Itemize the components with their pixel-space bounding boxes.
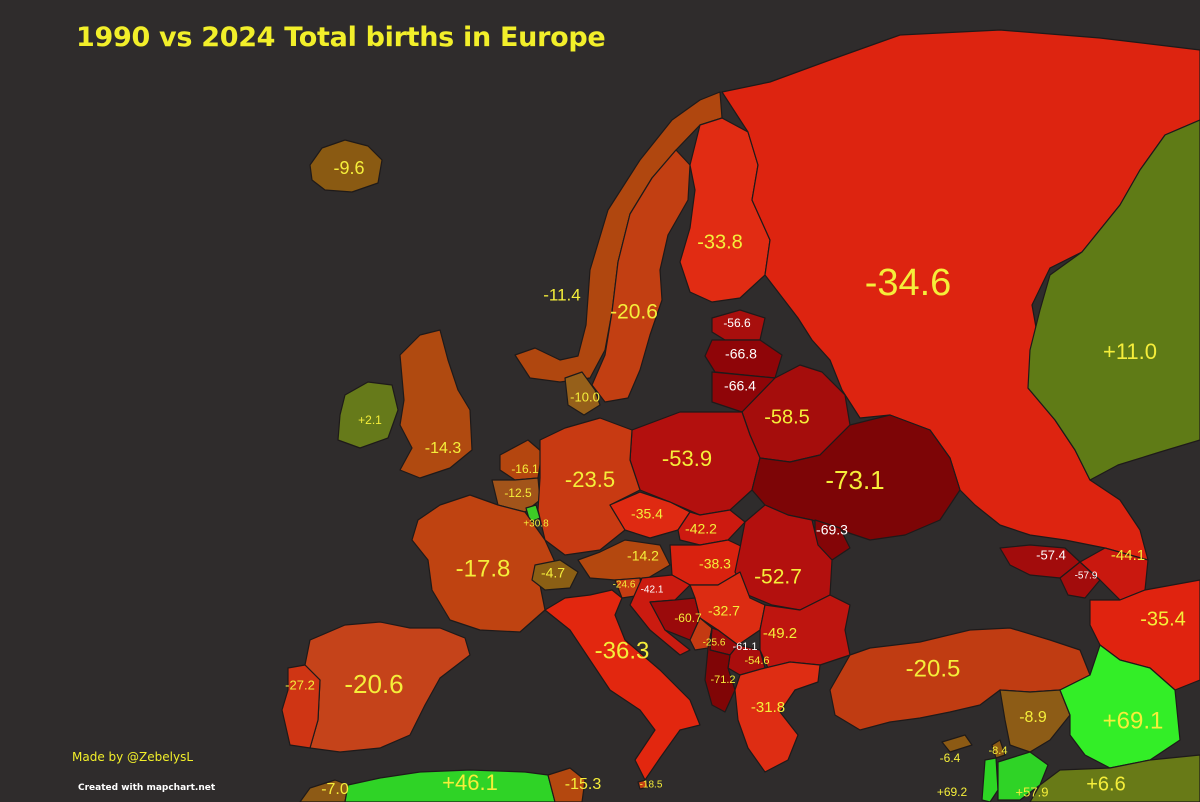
label-north-macedonia: -54.6 [744, 655, 769, 667]
label-slovenia: -24.6 [613, 580, 636, 591]
label-malta: -18.5 [640, 780, 663, 791]
label-belgium: -12.5 [504, 486, 532, 500]
label-iraq: +69.1 [1103, 707, 1164, 734]
label-spain: -20.6 [344, 669, 403, 699]
label-luxembourg: +30.8 [523, 519, 549, 530]
label-sweden: -20.6 [610, 301, 658, 324]
label-austria: -14.2 [627, 548, 659, 564]
region-denmark [564, 371, 601, 416]
label-netherlands: -16.1 [511, 462, 539, 476]
label-belarus: -58.5 [764, 406, 810, 428]
label-jordan: +57.9 [1016, 784, 1049, 799]
region-switzerland [531, 559, 579, 591]
label-algeria: +46.1 [442, 770, 498, 795]
region-malta [637, 779, 649, 790]
label-saudi-arabia: +6.6 [1086, 773, 1125, 795]
region-syria [999, 689, 1071, 753]
label-azerbaijan: -44.1 [1111, 547, 1145, 564]
label-israel: +69.2 [937, 785, 968, 799]
label-slovakia: -42.2 [685, 521, 717, 537]
label-germany: -23.5 [565, 467, 615, 492]
label-united-kingdom: -14.3 [425, 440, 462, 457]
region-tunisia [547, 767, 586, 802]
label-bulgaria: -49.2 [763, 625, 797, 642]
label-serbia: -32.7 [708, 603, 740, 619]
region-ireland [337, 381, 399, 449]
label-armenia: -57.9 [1075, 571, 1098, 582]
label-latvia: -66.8 [725, 346, 757, 362]
region-lebanon [991, 739, 1006, 759]
label-switzerland: -4.7 [541, 565, 565, 581]
label-russia: -34.6 [865, 262, 952, 304]
label-albania: -71.2 [710, 674, 735, 686]
label-croatia: -42.1 [641, 585, 664, 596]
label-greece: -31.8 [751, 699, 785, 716]
label-ukraine: -73.1 [825, 465, 884, 495]
region-saudi-arabia [1029, 754, 1200, 802]
region-united-kingdom [399, 329, 473, 479]
region-sweden [591, 149, 691, 403]
mapchart-watermark: Created with mapchart.net [78, 783, 216, 793]
region-italy [544, 589, 701, 781]
label-lithuania: -66.4 [724, 378, 756, 394]
map-title: 1990 vs 2024 Total births in Europe [76, 22, 606, 53]
region-cyprus [941, 734, 973, 753]
label-portugal: -27.2 [285, 677, 315, 692]
region-bulgaria [759, 594, 851, 669]
label-czechia: -35.4 [631, 506, 663, 522]
label-moldova: -69.3 [816, 522, 848, 538]
label-romania: -52.7 [754, 566, 802, 589]
label-kazakhstan: +11.0 [1103, 339, 1157, 364]
label-ireland: +2.1 [358, 413, 382, 427]
label-syria: -8.9 [1019, 709, 1047, 726]
country-labels: -9.6 -11.4 -20.6 -33.8 -34.6 +11.0 +2.1 -14.3 -1… [285, 158, 1186, 800]
label-montenegro: -25.6 [703, 638, 726, 649]
label-poland: -53.9 [662, 446, 712, 471]
label-finland: -33.8 [697, 231, 743, 253]
region-israel [981, 757, 999, 802]
label-georgia: -57.4 [1036, 547, 1066, 562]
label-morocco: -7.0 [321, 781, 349, 798]
label-cyprus: -6.4 [940, 751, 961, 765]
region-portugal [281, 664, 321, 749]
label-kosovo: -61.1 [732, 641, 757, 653]
author-credit: Made by @ZebelysL [72, 750, 194, 764]
region-iraq [1059, 644, 1181, 769]
region-iceland [309, 139, 383, 193]
region-austria [577, 539, 671, 581]
region-morocco [299, 779, 349, 802]
label-estonia: -56.6 [723, 316, 751, 330]
label-tunisia: -15.3 [565, 776, 602, 793]
region-russia [721, 29, 1200, 561]
region-greece [734, 661, 821, 773]
label-iceland: -9.6 [333, 158, 364, 178]
country-shapes [281, 29, 1200, 802]
label-italy: -36.3 [595, 637, 650, 664]
label-lebanon: -8.4 [989, 745, 1008, 757]
label-norway: -11.4 [543, 285, 581, 304]
label-iran: -35.4 [1140, 608, 1186, 630]
label-france: -17.8 [456, 555, 511, 582]
label-hungary: -38.3 [699, 556, 731, 572]
region-kazakhstan [1027, 119, 1200, 481]
region-albania [704, 627, 736, 713]
label-denmark: -10.0 [570, 389, 600, 404]
label-bosnia-and-herzegovina: -60.7 [674, 611, 702, 625]
region-france [411, 494, 556, 633]
label-turkey: -20.5 [906, 655, 961, 682]
